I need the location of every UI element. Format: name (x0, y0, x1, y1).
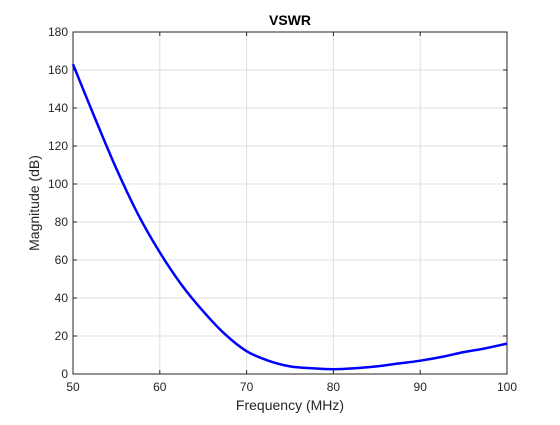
x-tick-label: 100 (497, 380, 517, 394)
y-tick-label: 60 (55, 253, 69, 267)
y-tick-label: 100 (48, 177, 68, 191)
x-axis-label: Frequency (MHz) (236, 397, 344, 413)
y-tick-label: 40 (55, 291, 69, 305)
x-tick-label: 50 (66, 380, 80, 394)
y-tick-label: 0 (61, 367, 68, 381)
y-tick-label: 140 (48, 101, 68, 115)
chart-title: VSWR (269, 12, 311, 28)
x-tick-label: 70 (240, 380, 254, 394)
y-tick-label: 120 (48, 139, 68, 153)
x-tick-label: 60 (153, 380, 167, 394)
y-tick-label: 180 (48, 25, 68, 39)
grid (73, 32, 507, 374)
y-axis-label: Magnitude (dB) (26, 155, 42, 251)
plot-area (73, 32, 507, 374)
axes-box (72, 31, 508, 375)
y-tick-label: 80 (55, 215, 69, 229)
x-tick-label: 80 (327, 380, 341, 394)
y-tick-label: 20 (55, 329, 69, 343)
series-line (71, 63, 508, 371)
x-tick-label: 90 (414, 380, 428, 394)
ticks: 50 60 70 80 90 100 0 20 40 60 80 100 120 140 160 180 (48, 25, 517, 394)
series-layer (71, 63, 508, 371)
y-tick-label: 160 (48, 63, 68, 77)
